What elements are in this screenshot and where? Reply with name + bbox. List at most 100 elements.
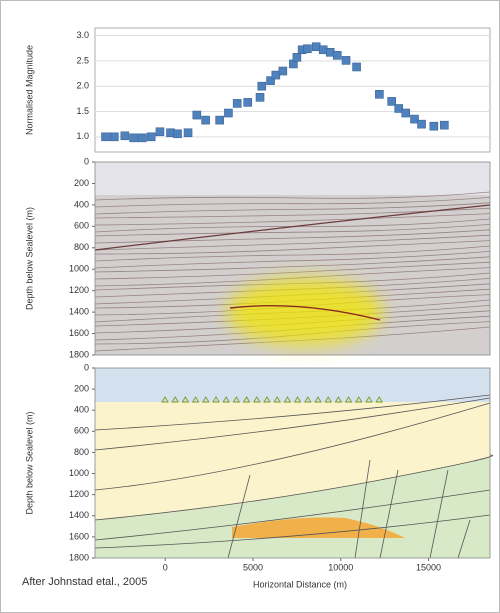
y-tick-label: 1800 [69,349,89,359]
y-tick-label: 800 [74,242,89,252]
seismic-reflector [94,256,491,273]
receiver [314,396,322,403]
data-point [101,132,110,142]
receiver [304,396,312,403]
y-tick-label: 1800 [69,552,89,562]
receiver [242,396,251,403]
x-axis-title: Horizontal Distance (m) [253,579,347,589]
y-tick-label: 0 [84,362,89,372]
data-point [278,66,288,76]
x-tick-label: 5000 [243,562,263,572]
seismic-reflector [94,213,491,226]
receiver [222,396,230,403]
data-point [138,133,147,143]
receiver [202,396,210,403]
seismic-reflector [94,261,491,280]
data-point [394,104,404,113]
y-tick-label: 1600 [69,328,89,338]
x-tick-label: 0 [163,562,168,572]
receiver [253,396,261,403]
plot-border [94,367,491,559]
data-point [257,81,267,91]
y-tick-label: 400 [74,405,89,415]
data-point [255,93,265,102]
geological-section [94,368,493,559]
seismic-reflector [94,251,491,269]
y-tick-label: 2.0 [76,81,89,91]
seismic-reflector [94,267,491,287]
receiver [293,396,302,403]
y-tick-label: 1200 [69,489,89,499]
receiver [334,396,343,403]
data-point [129,133,138,143]
y-tick-label: 1200 [69,285,89,295]
y-tick-label: 400 [74,199,89,209]
data-point [224,108,233,118]
y-tick-label: 800 [74,447,89,457]
data-point [146,132,156,142]
receiver [344,396,353,403]
data-point [201,115,210,125]
y-tick-label: 1600 [69,531,89,541]
data-point [303,44,312,54]
y-tick-label: 1000 [69,264,89,274]
y-tick-label: 3.0 [76,30,89,40]
y-tick-label: 600 [74,426,89,436]
x-tick-label: 10000 [328,562,353,572]
y-tick-label: 1.0 [76,131,89,141]
data-point [266,76,275,85]
receiver [161,396,169,403]
seismic-reflector [94,234,491,251]
y-tick-label: 200 [74,383,89,393]
y-tick-label: 1000 [69,468,89,478]
receiver [375,396,383,403]
data-point [243,98,253,107]
y-tick-label: 2.5 [76,55,89,65]
y-tick-label: 600 [74,221,89,231]
receiver [212,396,220,403]
data-point [341,56,351,65]
receiver [171,396,179,403]
seismic-reflector [94,197,491,208]
receiver [283,396,292,403]
x-tick-label: 15000 [416,562,441,572]
data-point [155,127,165,137]
y-axis-title: Depth below Sealevel (m) [24,411,34,514]
y-tick-label: 0 [84,156,89,166]
receiver [181,396,190,403]
y-axis-title: Normalised Magnitude [24,45,34,135]
data-point [215,115,224,125]
seismic-reflector [94,224,491,237]
caption: After Johnstad etal., 2005 [22,576,147,588]
data-point [192,110,202,120]
data-point [173,129,182,139]
data-point [417,119,426,129]
receiver [324,396,332,403]
y-axis-title: Depth below Sealevel (m) [24,207,34,310]
receiver [365,396,373,403]
data-point [440,120,449,130]
y-tick-label: 200 [74,178,89,188]
data-point [375,90,384,99]
data-point [292,53,302,62]
data-point [387,97,396,106]
data-point [401,108,411,118]
data-point [232,99,242,108]
seismic-reflector [94,245,491,262]
data-point [352,62,361,72]
y-tick-label: 1400 [69,510,89,520]
data-point [110,132,119,142]
data-point [183,128,193,138]
y-tick-label: 1.5 [76,106,89,116]
data-point [120,131,130,141]
seismic-reflector [94,191,491,201]
receiver [191,396,200,403]
receiver [232,396,241,403]
receiver [273,396,281,403]
y-tick-label: 1400 [69,306,89,316]
data-point [429,121,439,131]
receiver [355,396,363,403]
plot-border [94,161,491,356]
seismic-reflector [94,229,491,244]
